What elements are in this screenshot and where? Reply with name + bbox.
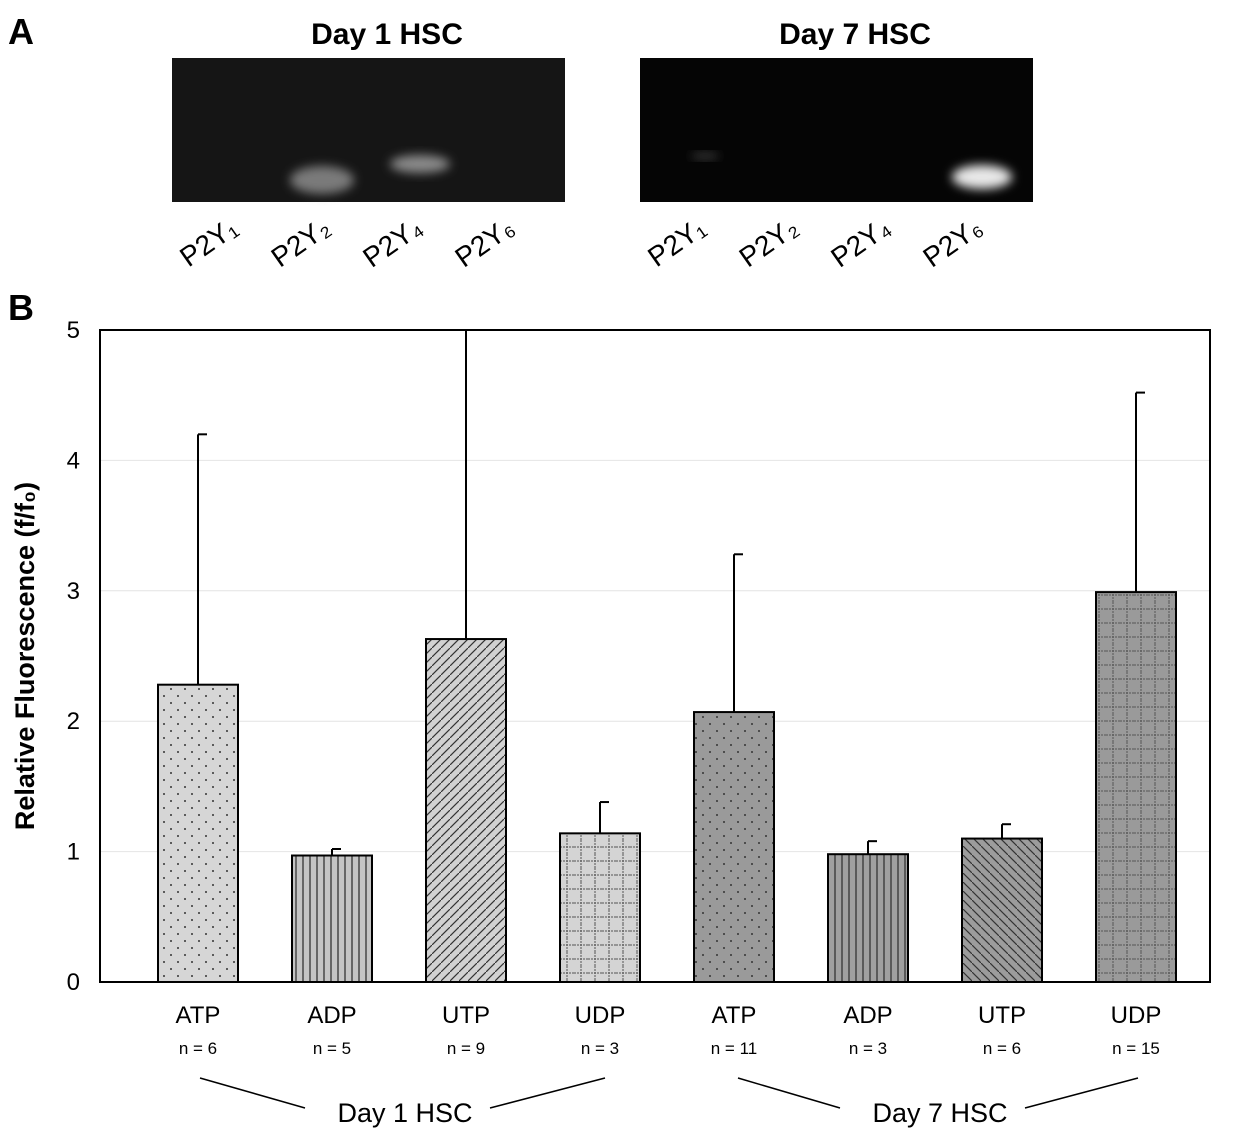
bar-pattern: [560, 833, 640, 982]
lane-label: P2Y₆: [449, 211, 519, 273]
x-tick-label: UDP: [575, 1002, 626, 1029]
figure: A Day 1 HSC P2Y₁ P2Y₂ P2Y₄ P2Y₆ Day 7 HSC P2Y₁ P…: [0, 0, 1237, 1133]
n-label: n = 11: [711, 1039, 757, 1058]
panel-letter: A: [8, 11, 34, 52]
lane-label: P2Y₄: [357, 211, 428, 273]
x-tick-label: UTP: [442, 1002, 490, 1029]
lane-label: P2Y₄: [825, 211, 896, 273]
x-tick-label: ATP: [176, 1002, 221, 1029]
y-tick-label: 0: [67, 969, 80, 996]
n-label: n = 3: [581, 1039, 619, 1058]
y-tick-label: 4: [67, 447, 80, 474]
x-tick-label: UTP: [978, 1002, 1026, 1029]
gel-title: Day 1 HSC: [311, 18, 463, 51]
plot-frame: [100, 330, 1210, 982]
n-label: n = 5: [313, 1039, 351, 1058]
y-axis-label: Relative Fluorescence (f/f₀): [10, 482, 40, 830]
bar-pattern: [426, 639, 506, 982]
n-label: n = 6: [983, 1039, 1021, 1058]
gel-image: [172, 58, 565, 202]
y-tick-label: 5: [67, 317, 80, 344]
lane-label: P2Y₆: [917, 211, 987, 273]
n-label: n = 15: [1112, 1039, 1160, 1058]
x-tick-label: ADP: [307, 1002, 356, 1029]
y-tick-label: 2: [67, 708, 80, 735]
gel-band: [290, 166, 354, 194]
n-label: n = 6: [179, 1039, 217, 1058]
x-tick-label: UDP: [1111, 1002, 1162, 1029]
bar-pattern: [1096, 592, 1176, 982]
n-label: n = 3: [849, 1039, 887, 1058]
bar-pattern: [694, 712, 774, 982]
bar-pattern: [158, 685, 238, 982]
bar-pattern: [962, 839, 1042, 982]
gel-title: Day 7 HSC: [779, 18, 931, 51]
lane-label: P2Y₂: [734, 211, 804, 273]
plot-area: [158, 330, 1176, 982]
group-bracket: [490, 1078, 605, 1108]
gel-band: [390, 155, 450, 173]
lane-label: P2Y₁: [174, 212, 243, 273]
bar-pattern: [292, 856, 372, 982]
group-label: Day 7 HSC: [872, 1098, 1007, 1128]
x-tick-label: ATP: [712, 1002, 757, 1029]
panel-letter: B: [8, 287, 34, 328]
bar-pattern: [828, 854, 908, 982]
group-label: Day 1 HSC: [337, 1098, 472, 1128]
gel-band: [691, 153, 719, 159]
x-tick-label: ADP: [843, 1002, 892, 1029]
n-label: n = 9: [447, 1039, 485, 1058]
group-bracket: [200, 1078, 305, 1108]
group-bracket: [1025, 1078, 1138, 1108]
y-tick-label: 3: [67, 578, 80, 605]
group-bracket: [738, 1078, 840, 1108]
lane-label: P2Y₂: [266, 211, 336, 273]
lane-label: P2Y₁: [642, 212, 711, 273]
gel-band: [952, 165, 1012, 189]
y-tick-label: 1: [67, 839, 80, 866]
